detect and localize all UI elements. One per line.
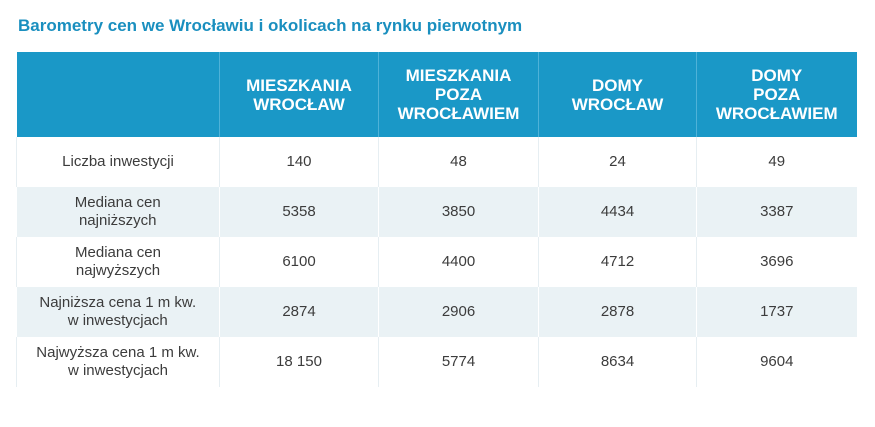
- table-header: MIESZKANIA WROCŁAW MIESZKANIA POZA WROCŁ…: [16, 52, 857, 137]
- table-cell: 24: [538, 137, 697, 187]
- table-cell: 4434: [538, 187, 697, 237]
- row-label-line: najwyższych: [75, 262, 161, 279]
- table-row: Najwyższa cena 1 m kw. w inwestycjach 18…: [16, 337, 857, 387]
- table-row: Liczba inwestycji 140 48 24 49: [16, 137, 857, 187]
- header-cell-houses-outside-wroclaw: DOMY POZA WROCŁAWIEM: [696, 52, 857, 137]
- header-cell-houses-wroclaw: DOMY WROCŁAW: [538, 52, 697, 137]
- table-cell: 4712: [538, 237, 697, 287]
- table-row: Mediana cen najwyższych 6100 4400 4712 3…: [16, 237, 857, 287]
- price-barometer-table: MIESZKANIA WROCŁAW MIESZKANIA POZA WROCŁ…: [16, 52, 857, 387]
- row-label: Mediana cen najwyższych: [16, 237, 220, 287]
- header-line: POZA: [753, 85, 801, 104]
- row-label: Najwyższa cena 1 m kw. w inwestycjach: [16, 337, 220, 387]
- table-cell: 2906: [378, 287, 539, 337]
- row-label: Mediana cen najniższych: [17, 187, 220, 237]
- page-title: Barometry cen we Wrocławiu i okolicach n…: [18, 16, 523, 35]
- row-label: Najniższa cena 1 m kw. w inwestycjach: [17, 287, 220, 337]
- row-label-line: Najwyższa cena 1 m kw.: [36, 344, 200, 361]
- header-cell-apartments-outside-wroclaw: MIESZKANIA POZA WROCŁAWIEM: [378, 52, 539, 137]
- header-line: WROCŁAW: [253, 94, 345, 114]
- header-line: WROCŁAWIEM: [397, 104, 520, 123]
- table-cell: 140: [219, 137, 379, 187]
- row-label-line: w inwestycjach: [67, 362, 169, 379]
- table-cell: 3387: [696, 187, 857, 237]
- table-cell: 4400: [378, 237, 539, 287]
- table-cell: 2874: [219, 287, 379, 337]
- table-cell: 6100: [219, 237, 379, 287]
- table-row: Najniższa cena 1 m kw. w inwestycjach 28…: [16, 287, 857, 337]
- table-cell: 5358: [219, 187, 379, 237]
- row-label-line: w inwestycjach: [67, 312, 168, 329]
- row-label-line: Liczba inwestycji: [62, 153, 174, 170]
- header-cell-apartments-wroclaw: MIESZKANIA WROCŁAW: [219, 52, 379, 137]
- row-label-line: Najniższa cena 1 m kw.: [39, 294, 197, 311]
- row-label: Liczba inwestycji: [16, 137, 220, 187]
- table-cell: 18 150: [219, 337, 379, 387]
- table-cell: 48: [378, 137, 539, 187]
- row-label-line: Mediana cen: [75, 244, 161, 261]
- table-cell: 1737: [696, 287, 857, 337]
- header-line: POZA: [434, 85, 483, 104]
- table-cell: 49: [696, 137, 857, 187]
- table-cell: 9604: [696, 337, 857, 387]
- table-row: Mediana cen najniższych 5358 3850 4434 3…: [16, 187, 857, 237]
- header-line: MIESZKANIA: [246, 75, 352, 95]
- table-cell: 5774: [378, 337, 539, 387]
- header-line: DOMY: [592, 75, 643, 95]
- table-cell: 3696: [696, 237, 857, 287]
- table-cell: 8634: [538, 337, 697, 387]
- header-cell-empty: [17, 52, 220, 137]
- table-cell: 3850: [378, 187, 539, 237]
- header-line: WROCŁAW: [571, 94, 664, 114]
- table-body: Liczba inwestycji 140 48 24 49 Mediana c…: [16, 137, 857, 387]
- header-line: DOMY: [751, 66, 803, 85]
- table-cell: 2878: [538, 287, 697, 337]
- header-line: WROCŁAWIEM: [715, 104, 838, 123]
- header-row: MIESZKANIA WROCŁAW MIESZKANIA POZA WROCŁ…: [16, 52, 857, 137]
- row-label-line: najniższych: [78, 212, 157, 229]
- header-line: MIESZKANIA: [405, 66, 512, 85]
- row-label-line: Mediana cen: [74, 194, 161, 211]
